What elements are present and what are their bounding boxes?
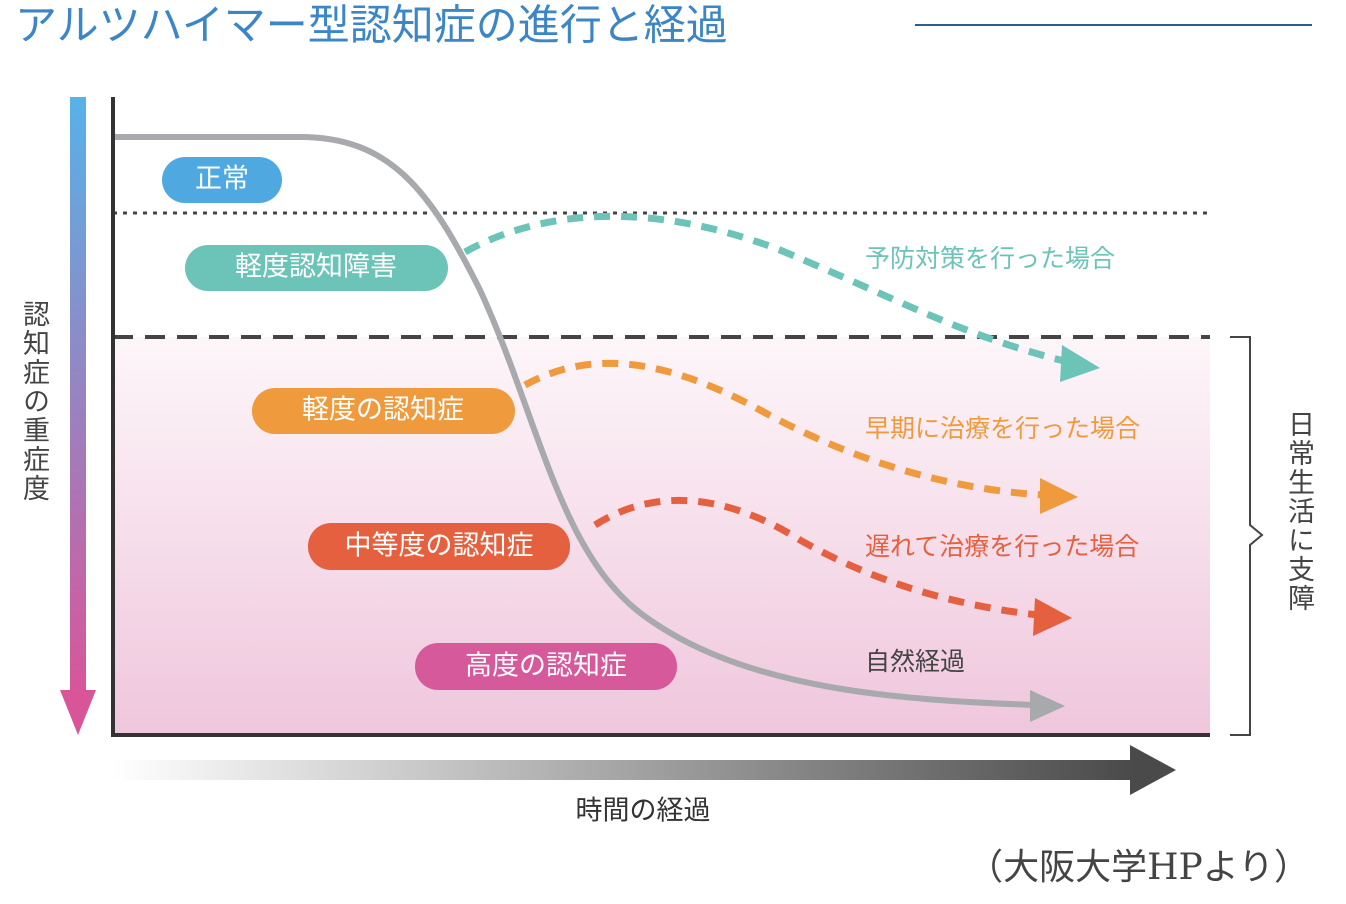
y-axis-label: 認知症の重症度 xyxy=(18,300,49,503)
arrow-head xyxy=(1030,690,1065,722)
stage-pill xyxy=(308,523,570,570)
stage-pill xyxy=(252,388,515,434)
bracket-label: 日常生活に支障 xyxy=(1283,410,1314,613)
x-axis-label: 時間の経過 xyxy=(576,796,711,827)
stage-label: 正常 xyxy=(195,164,249,195)
stage-pill xyxy=(415,643,677,690)
natural-course-curve xyxy=(115,134,1036,708)
path-label: 予防対策を行った場合 xyxy=(865,244,1115,273)
bracket xyxy=(1230,336,1264,736)
stage-label: 高度の認知症 xyxy=(465,651,627,682)
source: （大阪大学HPより） xyxy=(967,847,1310,888)
title: アルツハイマー型認知症の進行と経過 xyxy=(15,1,728,50)
arrow-head xyxy=(1060,345,1100,382)
time-arrow-head xyxy=(1130,745,1176,795)
time-arrow xyxy=(113,760,1133,780)
prevention-curve xyxy=(463,212,1069,366)
severity-arrow-head xyxy=(60,690,96,735)
early-treatment-curve xyxy=(523,359,1046,499)
late-treatment-curve xyxy=(593,496,1039,619)
arrow-head xyxy=(1033,598,1072,636)
arrow-head xyxy=(1040,478,1078,514)
path-label: 自然経過 xyxy=(865,647,965,676)
stage-label: 中等度の認知症 xyxy=(345,531,534,562)
stage-pill xyxy=(162,157,282,203)
path-label: 早期に治療を行った場合 xyxy=(865,414,1140,443)
severity-arrow xyxy=(70,97,86,692)
stage-label: 軽度認知障害 xyxy=(235,252,397,283)
stage-pill xyxy=(185,245,448,291)
path-label: 遅れて治療を行った場合 xyxy=(865,532,1139,561)
stage-label: 軽度の認知症 xyxy=(302,395,464,426)
